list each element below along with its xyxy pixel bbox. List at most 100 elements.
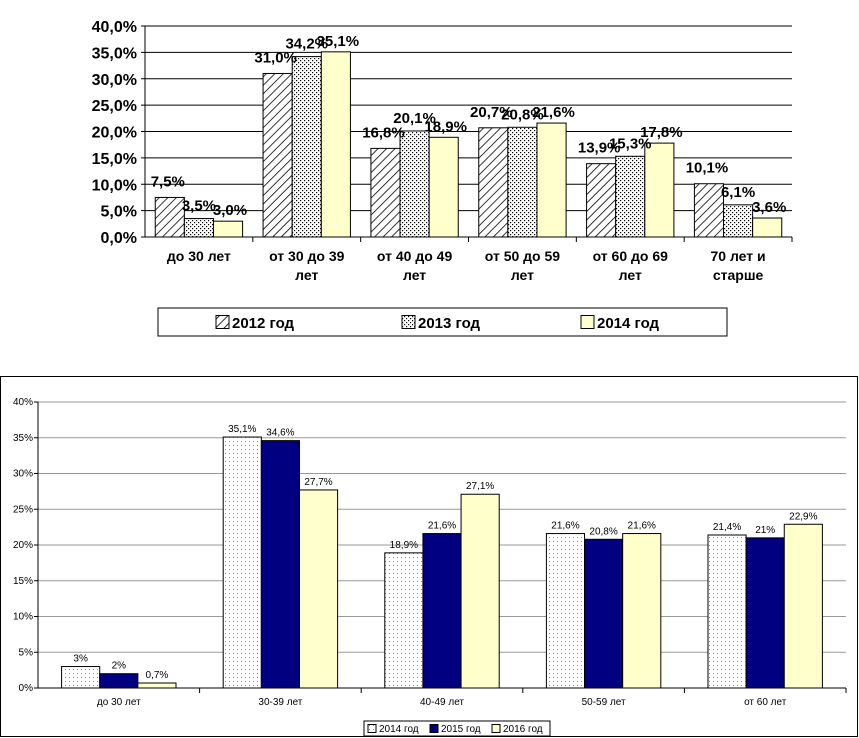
- data-label: 34,6%: [266, 428, 294, 439]
- chart-2014-2016: 0% 5% 10% 15% 20% 25% 30% 35% 40% до 30 лет 30-39…: [0, 376, 858, 737]
- bar: [428, 136, 459, 238]
- y-tick-label: 35,0%: [92, 45, 137, 62]
- bar: [399, 130, 430, 238]
- y-tick-label: 5%: [19, 647, 34, 658]
- data-label: 34,2%: [285, 36, 328, 53]
- x-category-label: лет: [511, 267, 534, 283]
- legend-label: 2015 год: [441, 724, 481, 735]
- data-label: 18,9%: [390, 540, 418, 551]
- bar: [478, 127, 509, 238]
- legend-swatch: [401, 315, 416, 329]
- data-label: 10,1%: [686, 160, 729, 177]
- bar: [422, 533, 462, 689]
- y-tick-label: 0%: [19, 683, 34, 694]
- data-label: 17,8%: [640, 124, 683, 141]
- bar: [586, 163, 617, 238]
- y-tick-label: 35%: [13, 433, 33, 444]
- bar: [644, 142, 675, 238]
- legend: 2012 год 2013 год 2014 год: [157, 307, 728, 337]
- data-label: 20,8%: [501, 106, 544, 123]
- data-label: 18,9%: [424, 118, 467, 135]
- bar: [99, 673, 139, 689]
- data-label: 16,8%: [362, 124, 405, 141]
- bar: [260, 440, 300, 689]
- y-tick-labels: 0% 5% 10% 15% 20% 25% 30% 35% 40%: [13, 397, 33, 694]
- data-labels: 7,5% 3,5%3,0% 31,0%34,2%35,1% 16,8%20,1%18,…: [151, 33, 787, 219]
- y-tick-label: 25%: [13, 504, 33, 515]
- data-label: 21,6%: [551, 521, 579, 532]
- data-label: 3,5%: [182, 198, 216, 215]
- y-tick-label: 20%: [13, 540, 33, 551]
- x-category-label: 70 лет и: [711, 248, 766, 264]
- data-label: 3,6%: [752, 199, 786, 216]
- data-label: 3,0%: [213, 202, 247, 219]
- legend-label: 2013 год: [418, 315, 481, 332]
- bar: [622, 533, 662, 689]
- x-category-label: до 30 лет: [97, 697, 141, 708]
- data-label: 20,8%: [589, 526, 617, 537]
- bar: [212, 220, 244, 238]
- x-category-labels: до 30 лет от 30 до 39 лет от 40 до 49 лет от …: [167, 248, 766, 283]
- legend-box: [157, 307, 728, 337]
- bar: [460, 493, 500, 689]
- bar: [615, 155, 646, 238]
- bar: [723, 204, 754, 238]
- bars: [154, 51, 783, 238]
- bar: [507, 126, 538, 238]
- y-tick-label: 40,0%: [92, 19, 137, 36]
- bar: [137, 682, 177, 689]
- bar: [545, 533, 586, 689]
- x-category-label: от 60 лет: [744, 697, 787, 708]
- data-label: 21,6%: [428, 521, 456, 532]
- y-tick-label: 10%: [13, 612, 33, 623]
- legend-swatch: [367, 724, 377, 733]
- data-label: 20,7%: [470, 104, 513, 121]
- data-label: 3%: [73, 654, 88, 665]
- legend: 2014 год 2015 год 2016 год: [363, 720, 551, 737]
- bar: [291, 56, 322, 238]
- data-label: 31,0%: [254, 49, 297, 66]
- data-label: 7,5%: [151, 173, 185, 190]
- data-label: 6,1%: [721, 184, 755, 201]
- x-category-label: лет: [295, 267, 318, 283]
- y-tick-label: 40%: [13, 397, 33, 408]
- y-tick-label: 30%: [13, 469, 33, 480]
- axes: [141, 25, 793, 242]
- bar: [752, 217, 783, 238]
- bar: [384, 552, 424, 689]
- x-category-label: лет: [619, 267, 642, 283]
- data-label: 0,7%: [146, 670, 169, 681]
- bar: [61, 666, 101, 689]
- bar: [298, 489, 339, 689]
- x-category-labels: до 30 лет 30-39 лет 40-49 лет 50-59 лет от 6…: [97, 697, 787, 708]
- legend-label: 2012 год: [232, 315, 295, 332]
- legend-swatch: [580, 315, 595, 329]
- data-label: 21,6%: [532, 104, 575, 121]
- data-label: 22,9%: [789, 511, 817, 522]
- axes: [34, 401, 847, 693]
- bar: [783, 523, 823, 689]
- chart-2012-2014: 0,0% 5,0% 10,0% 15,0% 20,0% 25,0% 30,0% 35,0% 40…: [92, 19, 793, 337]
- data-label: 35,1%: [317, 33, 360, 50]
- legend-label: 2014 год: [597, 315, 660, 332]
- bar: [183, 218, 214, 238]
- x-category-label: от 60 до 69: [593, 248, 669, 264]
- y-tick-labels: 0,0% 5,0% 10,0% 15,0% 20,0% 25,0% 30,0% 35,0% 40…: [92, 19, 137, 247]
- x-category-label: от 50 до 59: [485, 248, 561, 264]
- data-label: 13,9%: [578, 140, 621, 157]
- data-labels: 3% 2% 0,7% 35,1% 34,6% 27,7% 18,9% 21,6% 27,1% 21…: [73, 424, 817, 681]
- x-category-label: от 30 до 39: [269, 248, 345, 264]
- x-category-label: лет: [403, 267, 426, 283]
- legend-swatch: [491, 724, 501, 733]
- data-label: 27,7%: [304, 477, 332, 488]
- x-category-label: до 30 лет: [167, 248, 231, 264]
- y-tick-label: 15,0%: [92, 151, 137, 168]
- bar: [320, 51, 351, 238]
- bar: [707, 534, 747, 689]
- y-tick-label: 0,0%: [101, 230, 137, 247]
- data-label: 21,6%: [628, 521, 656, 532]
- x-category-label: 50-59 лет: [582, 697, 626, 708]
- bar: [584, 538, 624, 689]
- legend-box: [363, 720, 551, 737]
- bar: [745, 537, 785, 689]
